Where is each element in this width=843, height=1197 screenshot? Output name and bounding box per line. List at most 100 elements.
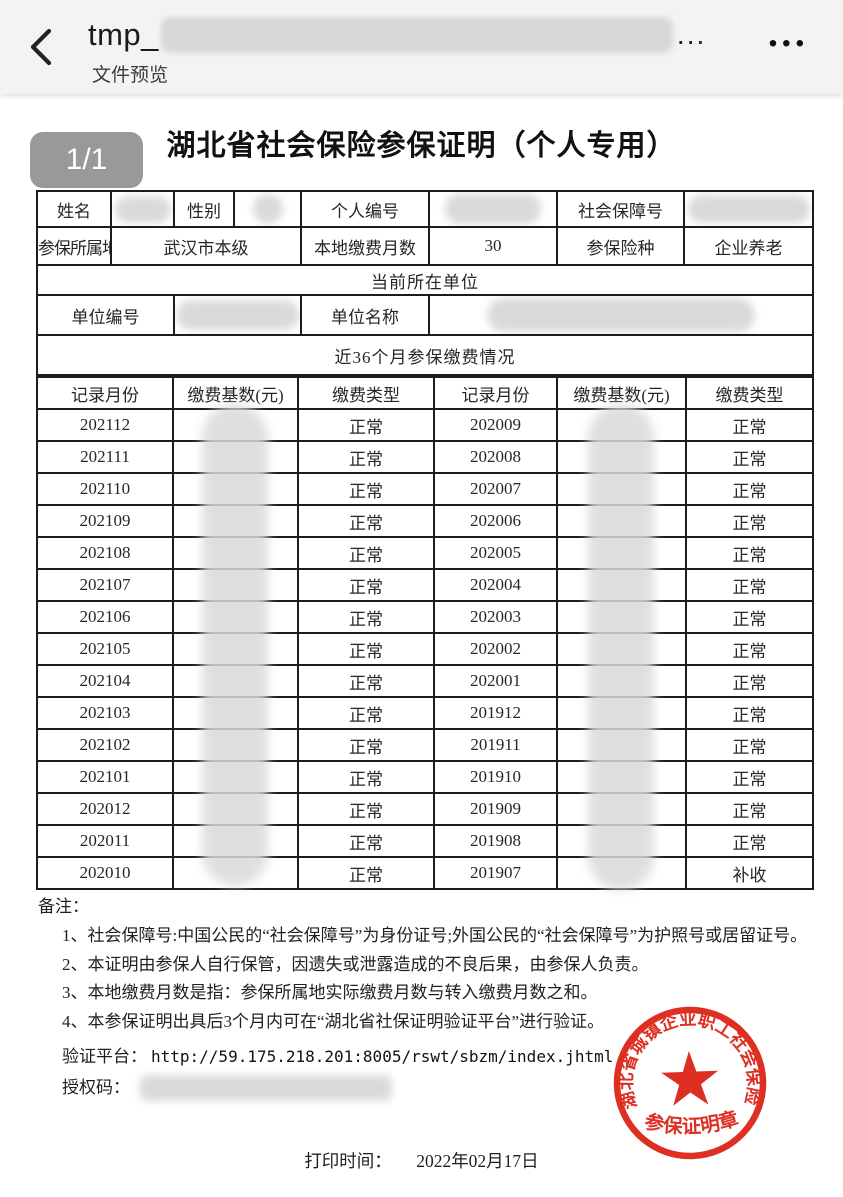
- record-month-cell: 201907: [433, 856, 558, 890]
- contribution-row: 202106 正常 202003 正常: [36, 600, 814, 634]
- verify-platform-url[interactable]: http://59.175.218.201:8005/rswt/sbzm/ind…: [151, 1047, 614, 1066]
- contribution-row: 202107 正常 202004 正常: [36, 568, 814, 602]
- record-month-cell: 202011: [36, 824, 174, 858]
- record-month-cell: 202101: [36, 760, 174, 794]
- pay-type-cell: 正常: [297, 760, 435, 794]
- contribution-table: 记录月份 缴费基数(元) 缴费类型 记录月份 缴费基数(元) 缴费类型 2021…: [36, 376, 814, 890]
- pay-type-cell: 正常: [685, 408, 814, 442]
- employer-row: 单位编号 单位名称: [36, 294, 814, 336]
- header-pay-type: 缴费类型: [297, 376, 435, 410]
- pay-type-cell: 正常: [685, 632, 814, 666]
- ssn-label: 社会保障号: [556, 190, 685, 228]
- official-stamp: 湖北省城镇企业职工社会保险 参保证明章: [607, 1000, 772, 1165]
- pay-type-cell: 正常: [297, 728, 435, 762]
- record-month-cell: 202108: [36, 536, 174, 570]
- pay-type-cell: 正常: [297, 408, 435, 442]
- unit-code-value-cell: [173, 294, 302, 336]
- record-month-cell: 202008: [433, 440, 558, 474]
- record-month-cell: 202103: [36, 696, 174, 730]
- redacted-auth-code-value: [140, 1075, 392, 1101]
- employer-section-row: 当前所在单位: [36, 264, 814, 296]
- employer-section-title: 当前所在单位: [36, 264, 814, 296]
- pay-type-cell: 正常: [297, 568, 435, 602]
- file-title-ellipsis: ...: [676, 19, 707, 50]
- stamp-ring: [613, 1006, 767, 1160]
- record-month-cell: 202105: [36, 632, 174, 666]
- record-month-cell: 202005: [433, 536, 558, 570]
- contribution-header-row: 记录月份 缴费基数(元) 缴费类型 记录月份 缴费基数(元) 缴费类型: [36, 376, 814, 410]
- notes-section: 备注： 1、社会保障号:中国公民的“社会保障号”为身份证号;外国公民的“社会保障…: [38, 892, 818, 1104]
- more-menu-icon[interactable]: •••: [768, 30, 809, 57]
- pay-type-cell: 正常: [297, 664, 435, 698]
- print-time-line: 打印时间： 2022年02月17日: [0, 1148, 843, 1173]
- pay-type-cell: 正常: [685, 792, 814, 826]
- record-month-cell: 201912: [433, 696, 558, 730]
- print-time-value: 2022年02月17日: [416, 1151, 539, 1171]
- record-month-cell: 202107: [36, 568, 174, 602]
- insurance-type-label: 参保险种: [556, 226, 685, 266]
- pay-type-cell: 正常: [297, 536, 435, 570]
- pay-type-cell: 补收: [685, 856, 814, 890]
- pay-type-cell: 正常: [685, 696, 814, 730]
- pay-type-cell: 正常: [685, 600, 814, 634]
- auth-code-line: 授权码：: [62, 1072, 818, 1104]
- personal-id-label: 个人编号: [300, 190, 430, 228]
- page-indicator-badge: 1/1: [30, 132, 143, 188]
- stamp-bottom-text: 参保证明章: [642, 1107, 741, 1140]
- redacted-unit-code-value: [176, 300, 299, 330]
- ssn-value-cell: [683, 190, 814, 228]
- pay-type-cell: 正常: [297, 632, 435, 666]
- contrib-section-row: 近36个月参保缴费情况: [36, 334, 814, 376]
- insurance-type-value: 企业养老: [683, 226, 814, 266]
- redacted-gender-value: [252, 194, 283, 224]
- contribution-row: 202012 正常 201909 正常: [36, 792, 814, 826]
- redacted-filename: [160, 17, 673, 53]
- notes-label: 备注：: [38, 897, 89, 916]
- print-time-label: 打印时间：: [304, 1151, 392, 1171]
- document-title: 湖北省社会保险参保证明（个人专用）: [166, 130, 677, 162]
- header-record-month: 记录月份: [433, 376, 558, 410]
- record-month-cell: 201908: [433, 824, 558, 858]
- contribution-row: 202104 正常 202001 正常: [36, 664, 814, 698]
- header-pay-type: 缴费类型: [685, 376, 814, 410]
- local-months-value: 30: [428, 226, 558, 266]
- contribution-row: 202011 正常 201908 正常: [36, 824, 814, 858]
- local-months-label: 本地缴费月数: [300, 226, 430, 266]
- file-title-row: tmp_ ...: [88, 13, 706, 57]
- redacted-ssn-value: [687, 195, 810, 223]
- note-item-4: 4、本参保证明出具后3个月内可在“湖北省社保证明验证平台”进行验证。: [62, 1011, 605, 1031]
- note-item-3: 3、本地缴费月数是指：参保所属地实际缴费月数与转入缴费月数之和。: [62, 983, 598, 1002]
- redacted-name-value: [114, 195, 171, 223]
- note-item-1: 1、社会保障号:中国公民的“社会保障号”为身份证号;外国公民的“社会保障号”为护…: [62, 926, 808, 945]
- contribution-row: 202103 正常 201912 正常: [36, 696, 814, 730]
- back-icon[interactable]: [28, 27, 54, 67]
- record-month-cell: 202001: [433, 664, 558, 698]
- redacted-base-amount-column-left: [202, 404, 268, 886]
- pay-type-cell: 正常: [685, 664, 814, 698]
- record-month-cell: 201909: [433, 792, 558, 826]
- record-month-cell: 202102: [36, 728, 174, 762]
- unit-code-label: 单位编号: [36, 294, 175, 336]
- redacted-base-amount-column-right: [588, 404, 654, 890]
- verify-platform-label: 验证平台：: [62, 1047, 147, 1066]
- pay-type-cell: 正常: [685, 472, 814, 506]
- region-row: 参保所属地 武汉市本级 本地缴费月数 30 参保险种 企业养老: [36, 226, 814, 266]
- contribution-row: 202102 正常 201911 正常: [36, 728, 814, 762]
- pay-type-cell: 正常: [685, 504, 814, 538]
- header-record-month: 记录月份: [36, 376, 174, 410]
- record-month-cell: 202006: [433, 504, 558, 538]
- pay-type-cell: 正常: [685, 760, 814, 794]
- record-month-cell: 201910: [433, 760, 558, 794]
- pay-type-cell: 正常: [297, 472, 435, 506]
- record-month-cell: 202007: [433, 472, 558, 506]
- auth-code-label: 授权码：: [62, 1078, 130, 1097]
- contribution-row: 202111 正常 202008 正常: [36, 440, 814, 474]
- personal-info-table: 姓名 性别 个人编号 社会保障号 参保所属地 武汉市本级 本地缴费月数 30 参…: [36, 190, 814, 376]
- record-month-cell: 202106: [36, 600, 174, 634]
- record-month-cell: 202104: [36, 664, 174, 698]
- record-month-cell: 201911: [433, 728, 558, 762]
- name-value-cell: [110, 190, 175, 228]
- unit-name-value-cell: [428, 294, 814, 336]
- pay-type-cell: 正常: [297, 504, 435, 538]
- contribution-row: 202112 正常 202009 正常: [36, 408, 814, 442]
